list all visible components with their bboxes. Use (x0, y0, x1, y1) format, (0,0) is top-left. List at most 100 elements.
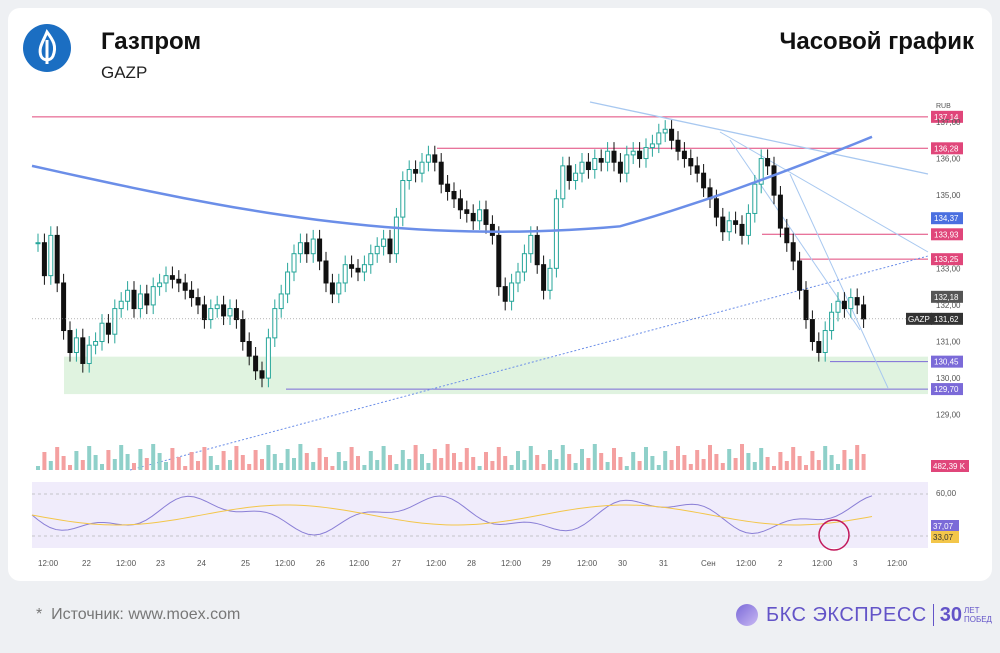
candle (221, 304, 227, 317)
volume-bar (503, 456, 508, 470)
volume-bar (612, 448, 616, 470)
volume-bar (765, 457, 770, 470)
volume-bar (836, 464, 840, 470)
volume-bar (695, 450, 700, 470)
company-name: Газпром (101, 28, 202, 55)
volume-bar (170, 448, 175, 470)
ticker-tag (906, 312, 932, 325)
candle (176, 278, 182, 284)
level-tag (931, 142, 963, 155)
volume-bar (196, 461, 200, 470)
rsi-panel (32, 482, 928, 548)
volume-bar (592, 444, 597, 470)
candle (336, 282, 342, 295)
last-price-label: 131,62 (934, 315, 959, 324)
candle (361, 264, 367, 273)
y-tick-label: 131,00 (936, 338, 961, 347)
rsi-tick-label: 60,00 (936, 489, 957, 498)
candle (528, 234, 534, 255)
candle (413, 169, 419, 174)
x-tick-label: 25 (241, 559, 250, 568)
candle (521, 253, 527, 273)
candle (822, 330, 828, 353)
candle (579, 161, 585, 174)
x-tick-label: 22 (82, 559, 91, 568)
volume-bar (317, 448, 322, 470)
volume-bar (151, 444, 156, 470)
volume-bar (701, 459, 706, 470)
volume-bar (605, 462, 610, 470)
volume-bar (708, 445, 712, 470)
candle (809, 319, 815, 343)
candle (310, 238, 316, 255)
level-label: 136,28 (934, 144, 959, 153)
candle (150, 286, 156, 306)
candle (41, 242, 47, 277)
volume-bar (676, 446, 680, 470)
ticker-tag-label: GAZP (908, 315, 930, 324)
volume-bar (407, 459, 412, 470)
volume-bar (375, 460, 380, 470)
volume-bar (368, 451, 373, 470)
volume-bar (119, 445, 124, 470)
candle (272, 308, 278, 339)
volume-bar (388, 455, 392, 470)
volume-bar (132, 463, 136, 470)
candle (265, 337, 271, 379)
support-zone (64, 356, 928, 395)
volume-bar (778, 452, 783, 470)
candle (323, 260, 329, 284)
rsi-ma-label: 33,07 (933, 533, 954, 542)
candle (451, 190, 457, 200)
volume-bar (74, 451, 79, 470)
volume-bar (624, 466, 629, 470)
candle (195, 297, 201, 306)
bcs-brand: БКС ЭКСПРЕСС 30 ЛЕТ ПОБЕД (736, 603, 992, 627)
last-price-tag (931, 312, 963, 325)
volume-bar (240, 455, 245, 470)
y-tick-label: 129,00 (936, 411, 961, 420)
candle (99, 322, 105, 343)
candle (464, 209, 470, 214)
candle (477, 209, 483, 222)
candle (720, 216, 726, 233)
rsi-ma-line (31, 504, 873, 526)
candle (157, 282, 163, 288)
candle (854, 297, 860, 306)
rsi-value-tag (931, 520, 959, 532)
volume-bar (714, 454, 719, 470)
candle (419, 161, 425, 174)
volume-bar (112, 459, 117, 470)
volume-bar (535, 455, 540, 470)
volume-bar (125, 454, 130, 470)
x-tick-label: 29 (542, 559, 551, 568)
volume-bar (445, 444, 450, 470)
volume-bar (516, 451, 520, 470)
volume-bar (292, 458, 296, 470)
volume-bar (426, 463, 431, 470)
candle (592, 158, 598, 171)
candle (496, 234, 502, 288)
volume-bar (740, 444, 744, 470)
candle (445, 183, 451, 192)
x-tick-label: 30 (618, 559, 627, 568)
price-chart[interactable]: 137,14 136,28 133,93 133,25 130,45 129,70 134,… (0, 0, 1000, 600)
volume-bar (176, 457, 181, 470)
volume-bar (772, 466, 776, 470)
volume-bar (733, 458, 738, 470)
candle (112, 308, 118, 335)
candle (534, 234, 540, 266)
level-tag (931, 110, 963, 123)
volume-bar (100, 464, 104, 470)
last-high-tag (931, 290, 963, 303)
candle (784, 227, 790, 244)
candle (553, 198, 559, 269)
brand-subtitle: ЛЕТ ПОБЕД (964, 606, 992, 624)
level-tag (931, 355, 963, 368)
x-tick-label: 3 (853, 559, 858, 568)
plot-area (32, 100, 928, 470)
volume-bar (560, 445, 565, 470)
x-tick-label: 12:00 (116, 559, 137, 568)
candle (624, 154, 630, 174)
candle (630, 150, 636, 156)
